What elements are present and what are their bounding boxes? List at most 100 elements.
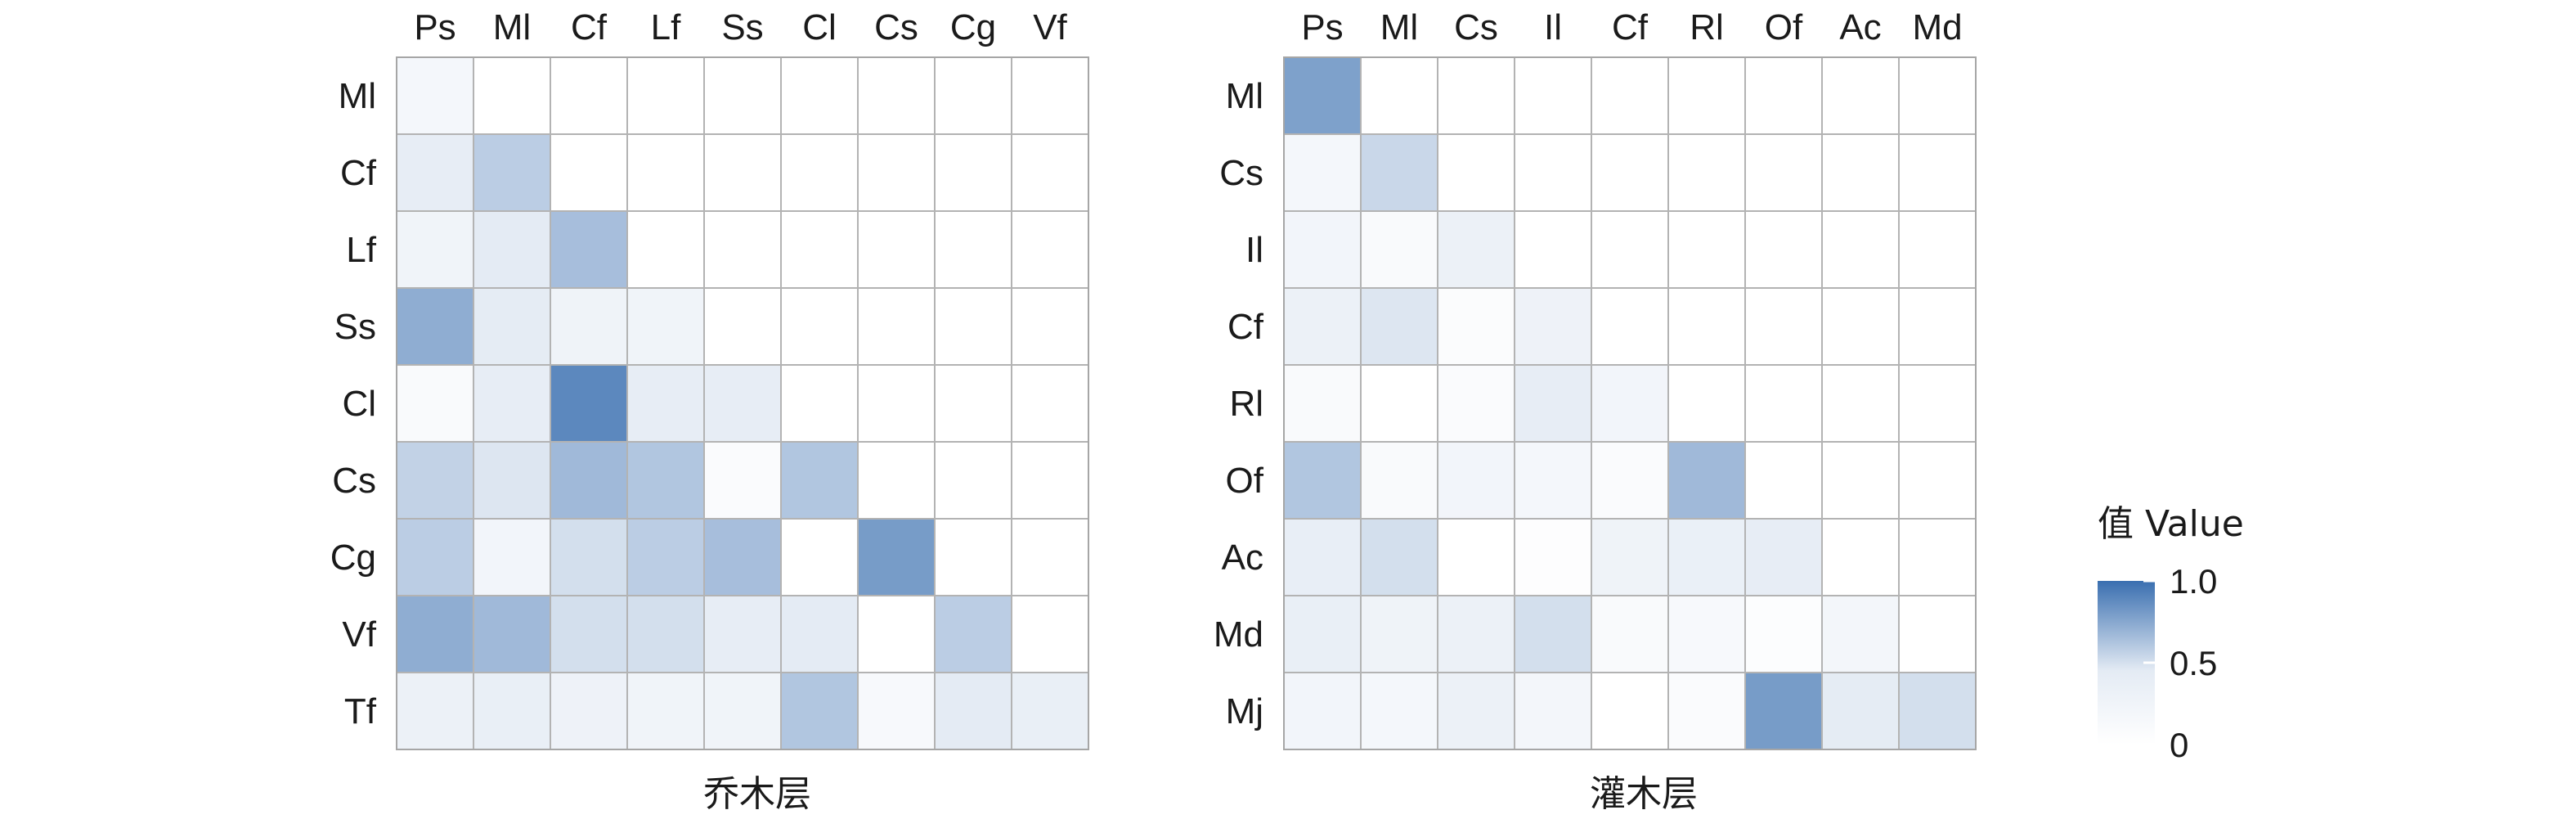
heatmap-cell: [1898, 56, 1977, 135]
color-legend: 值 Value 1.0 0.5 0: [2098, 503, 2244, 764]
heatmap-cell: [1744, 364, 1823, 443]
heatmap-cell: [473, 133, 551, 212]
caption-shrub-layer: 灌木层: [1590, 773, 1698, 815]
heatmap-cell: [1744, 518, 1823, 596]
row-label: Mj: [1226, 691, 1263, 731]
heatmap-cell: [1011, 133, 1089, 212]
heatmap-cell: [1514, 133, 1592, 212]
heatmap-cell: [1283, 518, 1362, 596]
legend-ticks: 1.0 0.5 0: [2143, 562, 2217, 764]
heatmap-cell: [1667, 672, 1746, 750]
heatmap-cell: [1898, 210, 1977, 289]
row-label: Cs: [1219, 153, 1263, 193]
heatmap-cell: [550, 56, 628, 135]
column-label: Cs: [874, 7, 918, 47]
heatmap-cell: [857, 56, 936, 135]
heatmap-cell: [857, 287, 936, 366]
heatmap-cell: [1360, 518, 1438, 596]
heatmap-cell: [857, 672, 936, 750]
heatmap-cell: [934, 518, 1012, 596]
heatmap-cell: [1821, 595, 1900, 673]
heatmap-cell: [703, 210, 782, 289]
column-label: Lf: [651, 7, 681, 47]
heatmap-cell: [1283, 210, 1362, 289]
heatmap-cell: [626, 287, 705, 366]
heatmap-cell: [857, 364, 936, 443]
heatmap-cell: [396, 56, 474, 135]
heatmap-cell: [780, 518, 859, 596]
heatmap-cell: [857, 595, 936, 673]
heatmap-cell: [1283, 364, 1362, 443]
heatmap-cell: [1898, 595, 1977, 673]
heatmap-cell: [1437, 672, 1515, 750]
heatmap-cell: [1360, 56, 1438, 135]
heatmap-cell: [1360, 287, 1438, 366]
heatmap-cell: [857, 518, 936, 596]
column-label: Cf: [571, 7, 608, 47]
heatmap-cell: [703, 672, 782, 750]
heatmap-cell: [857, 133, 936, 212]
heatmap-cell: [703, 287, 782, 366]
heatmap-cell: [1437, 364, 1515, 443]
heatmap-cell: [1514, 56, 1592, 135]
heatmap-cell: [396, 210, 474, 289]
heatmap-cell: [1821, 441, 1900, 520]
heatmap-border: [396, 56, 1089, 750]
heatmap-cell: [1667, 364, 1746, 443]
heatmap-cell: [396, 287, 474, 366]
heatmap-cell: [1283, 441, 1362, 520]
legend-tick-label: 0: [2170, 726, 2188, 764]
heatmap-cell: [1437, 441, 1515, 520]
heatmap-cell: [1744, 210, 1823, 289]
heatmap-cell: [703, 133, 782, 212]
heatmap-cell: [1744, 287, 1823, 366]
heatmap-cell: [1821, 518, 1900, 596]
heatmap-cell: [1591, 364, 1669, 443]
column-label: Cs: [1454, 7, 1498, 47]
row-label: Cg: [330, 538, 376, 578]
row-label: Cl: [342, 384, 376, 424]
heatmap-cell: [473, 56, 551, 135]
heatmap-cell: [1011, 210, 1089, 289]
heatmap-cell: [396, 364, 474, 443]
heatmap-cell: [1283, 672, 1362, 750]
heatmap-cell: [1514, 672, 1592, 750]
heatmap-cell: [1360, 441, 1438, 520]
heatmap-cell: [550, 210, 628, 289]
heatmap-cell: [1011, 364, 1089, 443]
heatmap-cell: [1744, 56, 1823, 135]
heatmap-cell: [396, 595, 474, 673]
heatmap-cell: [1667, 210, 1746, 289]
heatmap-cell: [1011, 56, 1089, 135]
heatmap-cell: [550, 287, 628, 366]
heatmap-cell: [780, 56, 859, 135]
row-label: Vf: [342, 614, 376, 655]
heatmap-cell: [934, 210, 1012, 289]
row-label: Ml: [1226, 76, 1263, 116]
row-label: Cf: [1227, 307, 1264, 347]
column-label: Ss: [721, 7, 763, 47]
heatmap-cell: [473, 595, 551, 673]
heatmap-cell: [1821, 364, 1900, 443]
row-label: Lf: [346, 230, 376, 270]
heatmap-cell: [1591, 672, 1669, 750]
column-label: Cg: [950, 7, 996, 47]
column-label: Cl: [802, 7, 837, 47]
heatmap-cell: [473, 518, 551, 596]
heatmap-cell: [934, 672, 1012, 750]
heatmap-cell: [1667, 287, 1746, 366]
heatmap-cell: [780, 210, 859, 289]
heatmap-cell: [1591, 595, 1669, 673]
heatmap-cell: [1514, 364, 1592, 443]
heatmap-cell: [1437, 518, 1515, 596]
heatmap-cell: [703, 56, 782, 135]
heatmap-cell: [1514, 287, 1592, 366]
heatmap-cell: [473, 364, 551, 443]
heatmap-cell: [626, 595, 705, 673]
heatmap-cell: [934, 287, 1012, 366]
heatmap-cell: [550, 441, 628, 520]
heatmap-cell: [1821, 672, 1900, 750]
heatmap-cell: [1437, 595, 1515, 673]
heatmap-cell: [780, 287, 859, 366]
heatmap-cell: [1283, 56, 1362, 135]
